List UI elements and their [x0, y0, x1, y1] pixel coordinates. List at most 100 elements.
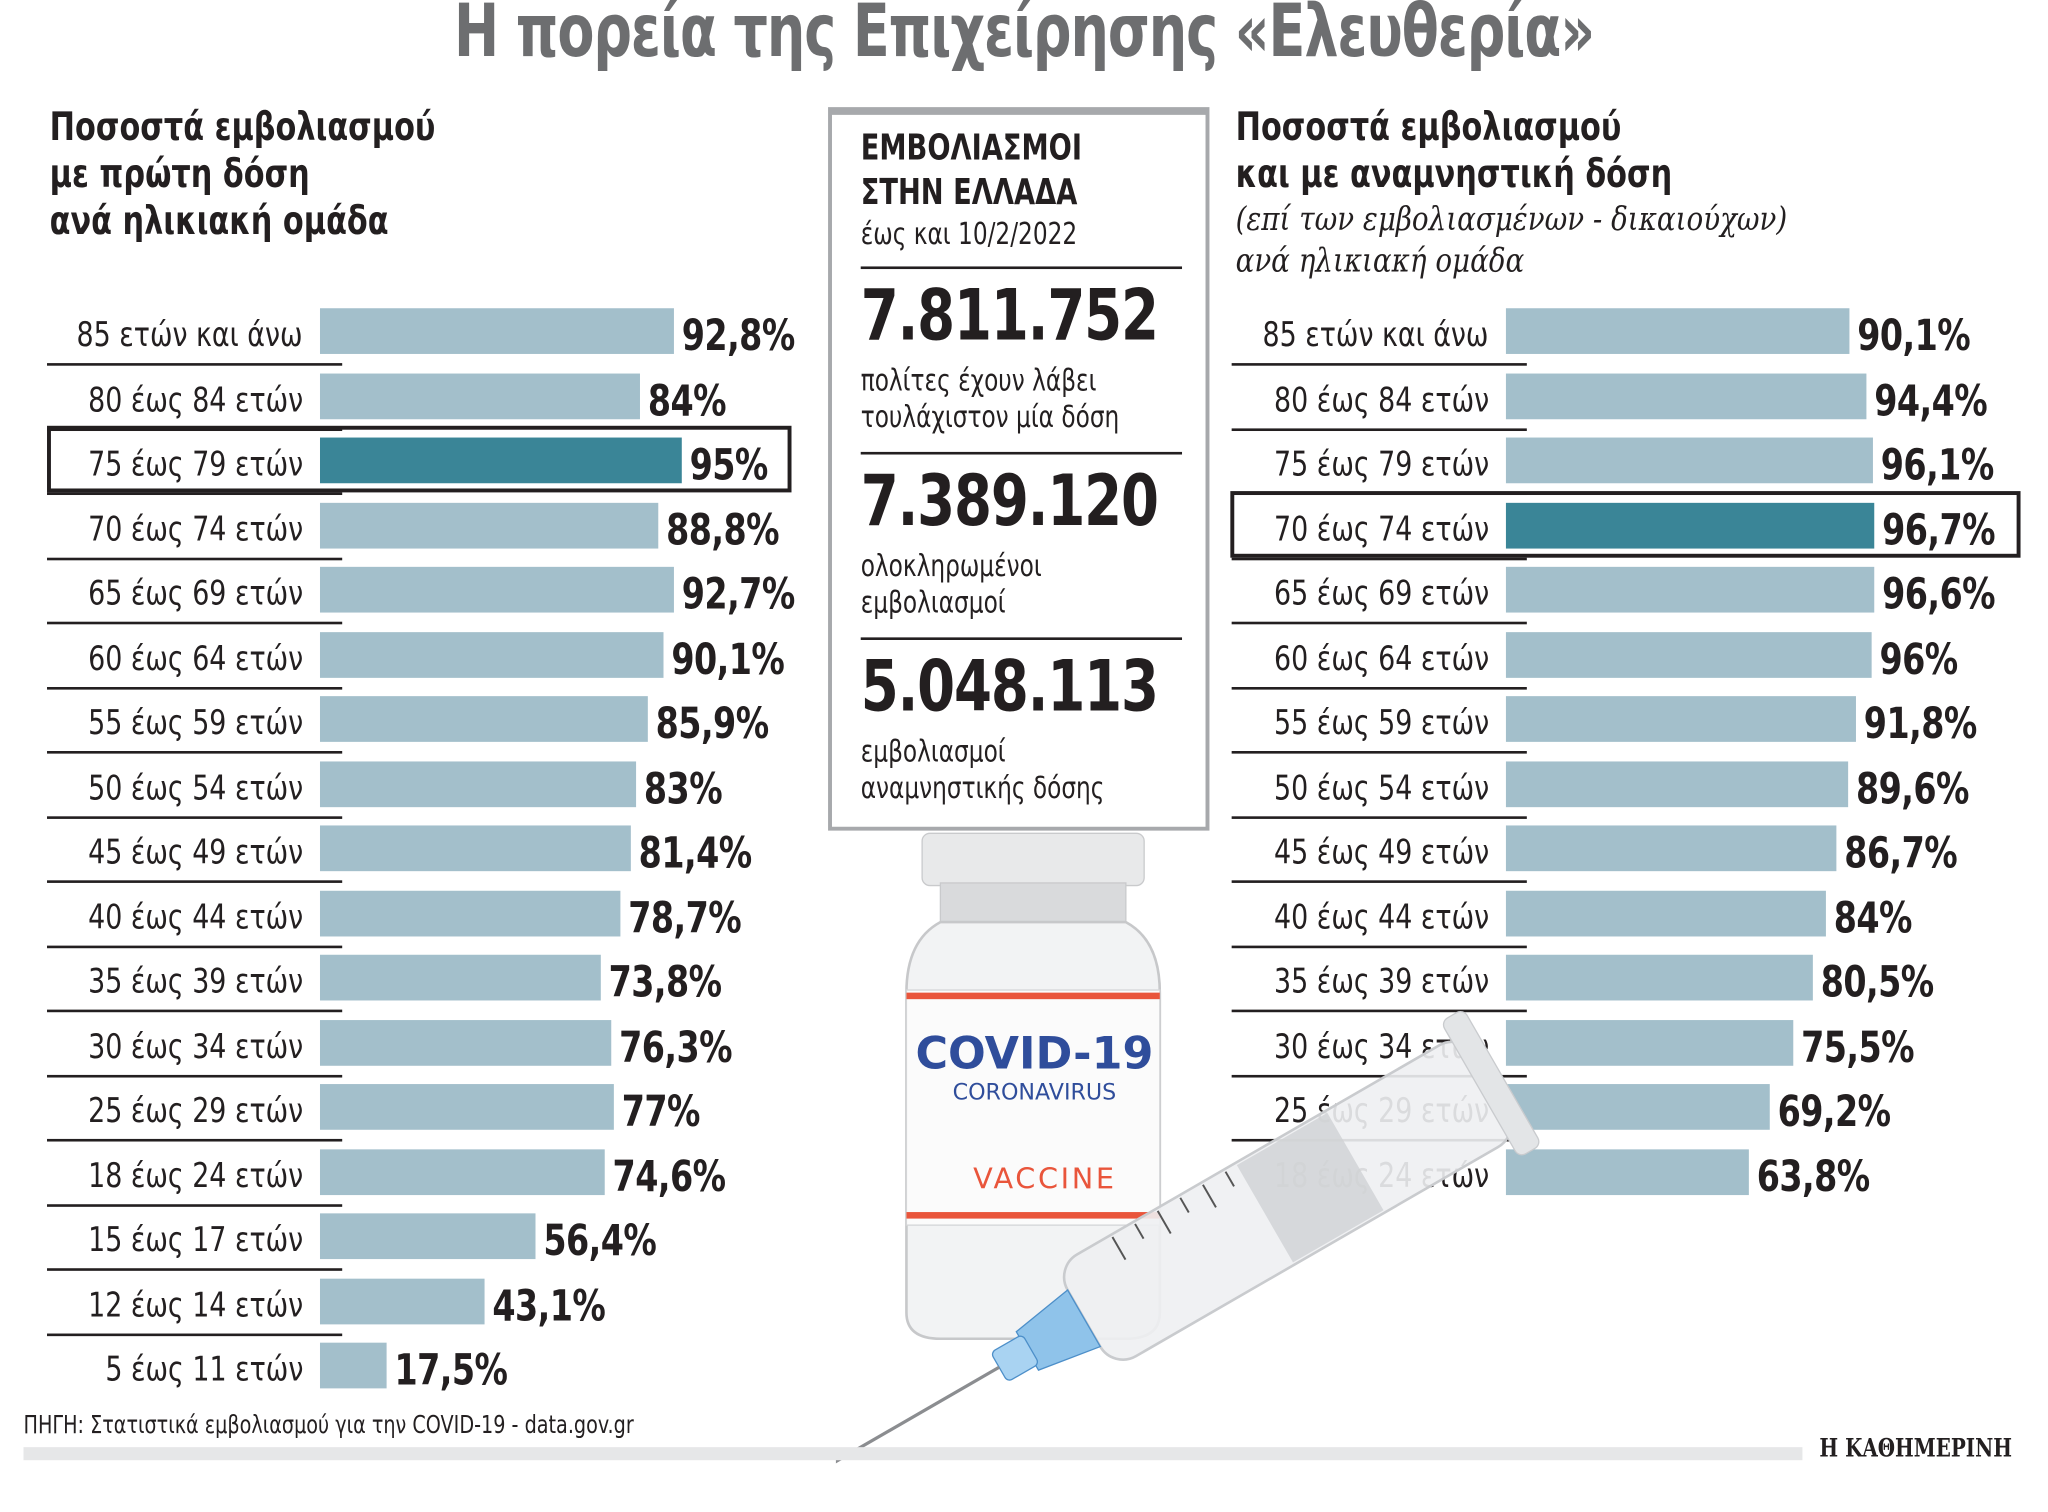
value-label: 63,8% — [1757, 1150, 1870, 1201]
right-subtitle-line: ανά ηλικιακή ομάδα — [1235, 241, 1525, 280]
row-divider — [47, 1268, 343, 1271]
bar — [319, 954, 602, 1001]
vaccine-illustration: COVID-19 CORONAVIRUS VACCINE — [835, 832, 1540, 1470]
bar — [319, 1084, 614, 1130]
bar-row: 35 έως 39 ετών 73,8% — [0, 954, 2048, 1019]
bar — [319, 631, 664, 678]
source-note: ΠΗΓΗ: Στατιστικά εμβολιασμού για την COV… — [23, 1410, 634, 1440]
vial-label-covid: COVID-19 — [915, 1028, 1153, 1079]
category-label: 25 έως 29 ετών — [87, 1091, 304, 1132]
bar — [319, 1148, 605, 1195]
row-divider — [47, 686, 343, 689]
bar — [1505, 696, 1857, 742]
bar-row: 40 έως 44 ετών 84% — [0, 890, 2048, 954]
value-label: 96,6% — [1882, 568, 1996, 620]
stat-booster-value: 5.048.113 — [860, 645, 1159, 728]
bar-row: 55 έως 59 ετών 85,9% — [0, 696, 2048, 760]
left-title-line: Ποσοστά εμβολιασμού — [49, 104, 436, 151]
value-label: 92,8% — [681, 309, 795, 361]
right-chart-subtitle: (επί των εμβολιασμένων - δικαιούχων) ανά… — [1236, 199, 1788, 283]
bar — [1505, 760, 1848, 807]
value-label: 77% — [621, 1085, 700, 1137]
row-divider — [47, 1332, 343, 1336]
row-divider — [1231, 880, 1527, 883]
value-label: 69,2% — [1777, 1085, 1891, 1137]
bar — [1505, 372, 1866, 419]
stat-booster-label: αναμνηστικής δόσης — [860, 771, 1105, 806]
bar-row: 85 ετών και άνω 90,1% — [0, 308, 2048, 372]
right-subtitle-line: (επί των εμβολιασμένων - δικαιούχων) — [1235, 199, 1788, 238]
bar-row: 80 έως 84 ετών 84% — [0, 372, 2048, 437]
value-label: 17,5% — [394, 1343, 508, 1395]
left-chart-title: Ποσοστά εμβολιασμού με πρώτη δόση ανά ηλ… — [50, 104, 436, 245]
category-label: 65 έως 69 ετών — [87, 574, 304, 614]
row-divider — [47, 492, 343, 496]
divider — [860, 637, 1183, 640]
bar-row: 25 έως 29 ετών 77% — [0, 1084, 2048, 1148]
row-divider — [1231, 751, 1527, 754]
value-label: 84% — [1834, 891, 1913, 943]
bar-row: 5 έως 11 ετών 17,5% — [0, 1342, 2048, 1407]
bar — [319, 437, 683, 484]
bar-row: 70 έως 74 ετών 96,7% — [0, 502, 2048, 566]
bar — [1505, 308, 1850, 354]
row-divider — [47, 1203, 343, 1207]
value-label: 96,1% — [1880, 438, 1994, 490]
value-label: 95% — [690, 438, 769, 490]
bar-row: 45 έως 49 ετών 81,4% — [0, 825, 2048, 889]
bar — [1505, 437, 1873, 484]
category-label: 15 έως 17 ετών — [87, 1221, 304, 1261]
stat-booster-label: εμβολιασμοί — [860, 735, 1006, 770]
summary-date: έως και 10/2/2022 — [860, 218, 1078, 253]
value-label: 74,6% — [612, 1150, 726, 1201]
category-label: 40 έως 44 ετών — [1273, 897, 1489, 938]
row-divider — [47, 944, 343, 948]
value-label: 91,8% — [1863, 697, 1977, 749]
bar — [319, 1278, 485, 1324]
category-label: 60 έως 64 ετών — [87, 639, 304, 679]
value-label: 86,7% — [1844, 826, 1958, 878]
value-label: 96% — [1879, 632, 1959, 684]
bar — [1505, 890, 1827, 936]
row-divider — [47, 1074, 343, 1077]
row-divider — [1231, 686, 1527, 689]
divider — [860, 266, 1183, 270]
row-divider — [47, 815, 343, 819]
category-label: 85 ετών και άνω — [1262, 316, 1489, 356]
right-chart-title: Ποσοστά εμβολιασμού και με αναμνηστική δ… — [1236, 104, 1673, 198]
row-divider — [47, 363, 343, 366]
category-label: 12 έως 14 ετών — [87, 1285, 304, 1326]
brand-logo: Η ΚΑΘΗΜΕΡΙΝΗ — [1819, 1434, 2013, 1463]
category-label: 70 έως 74 ετών — [1273, 510, 1489, 550]
value-label: 90,1% — [671, 632, 785, 684]
row-divider — [47, 751, 343, 754]
footer-bar — [23, 1447, 1803, 1461]
row-divider — [1231, 1009, 1527, 1013]
row-divider — [47, 621, 343, 625]
highlight-box — [47, 425, 792, 493]
category-label: 35 έως 39 ετών — [87, 962, 304, 1002]
stat-complete-label: ολοκληρωμένοι — [860, 549, 1042, 584]
divider — [860, 451, 1183, 455]
highlight-box — [1230, 490, 2021, 558]
category-label: 35 έως 39 ετών — [1273, 962, 1489, 1002]
bar-row: 85 ετών και άνω 92,8% — [0, 308, 2048, 372]
bar — [1505, 1084, 1770, 1130]
bar-row: 50 έως 54 ετών 83% — [0, 760, 2048, 825]
category-label: 50 έως 54 ετών — [1273, 768, 1489, 808]
vial-label-coronavirus: CORONAVIRUS — [953, 1080, 1117, 1106]
value-label: 92,7% — [681, 568, 795, 620]
row-divider — [1231, 621, 1527, 625]
row-divider — [47, 1138, 343, 1142]
stat-first-dose-label: πολίτες έχουν λάβει — [860, 364, 1097, 399]
bar — [319, 890, 621, 936]
bar — [1505, 631, 1873, 678]
value-label: 80,5% — [1820, 956, 1934, 1008]
row-divider — [47, 880, 343, 883]
category-label: 55 έως 59 ετών — [1273, 703, 1489, 744]
bar-row: 75 έως 79 ετών 95% — [0, 437, 2048, 502]
category-label: 75 έως 79 ετών — [87, 445, 304, 485]
category-label: 80 έως 84 ετών — [1273, 380, 1489, 420]
bar-row: 12 έως 14 ετών 43,1% — [0, 1278, 2048, 1342]
bar — [319, 308, 674, 354]
